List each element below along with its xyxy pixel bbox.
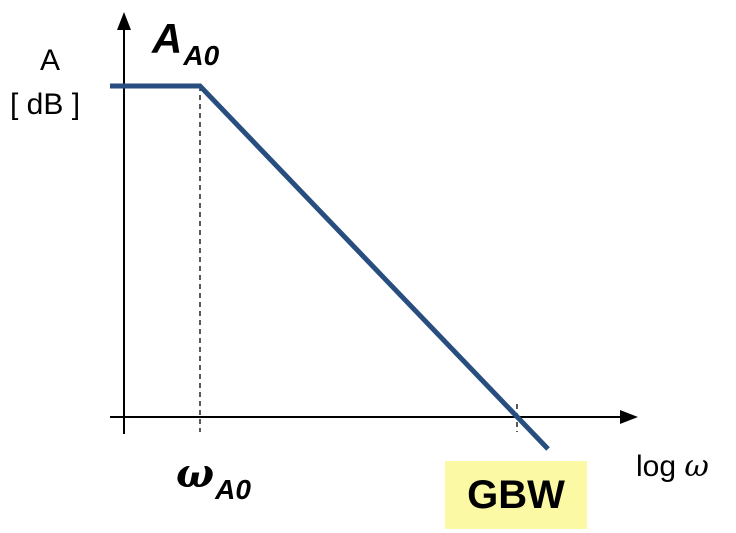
magnitude-response-curve xyxy=(110,83,550,451)
y-axis-arrowhead xyxy=(117,12,131,30)
x-axis-label: log ω xyxy=(636,452,709,482)
pole-frequency-symbol: ω xyxy=(176,450,215,497)
x-axis-label-prefix: log xyxy=(636,450,677,483)
dc-gain-subscript: A0 xyxy=(183,40,220,71)
dc-gain-label: AA0 xyxy=(152,15,219,70)
gbw-highlight-box: GBW xyxy=(445,461,587,529)
x-axis-label-symbol: ω xyxy=(684,449,709,484)
x-axis-arrowhead xyxy=(620,410,638,424)
dc-gain-symbol: A xyxy=(152,15,183,62)
pole-frequency-subscript: A0 xyxy=(215,474,251,505)
y-axis-unit-label: [ dB ] xyxy=(10,88,81,121)
y-axis-quantity-label: A xyxy=(40,44,61,77)
pole-frequency-label: ωA0 xyxy=(176,454,251,504)
gbw-label: GBW xyxy=(467,473,565,517)
